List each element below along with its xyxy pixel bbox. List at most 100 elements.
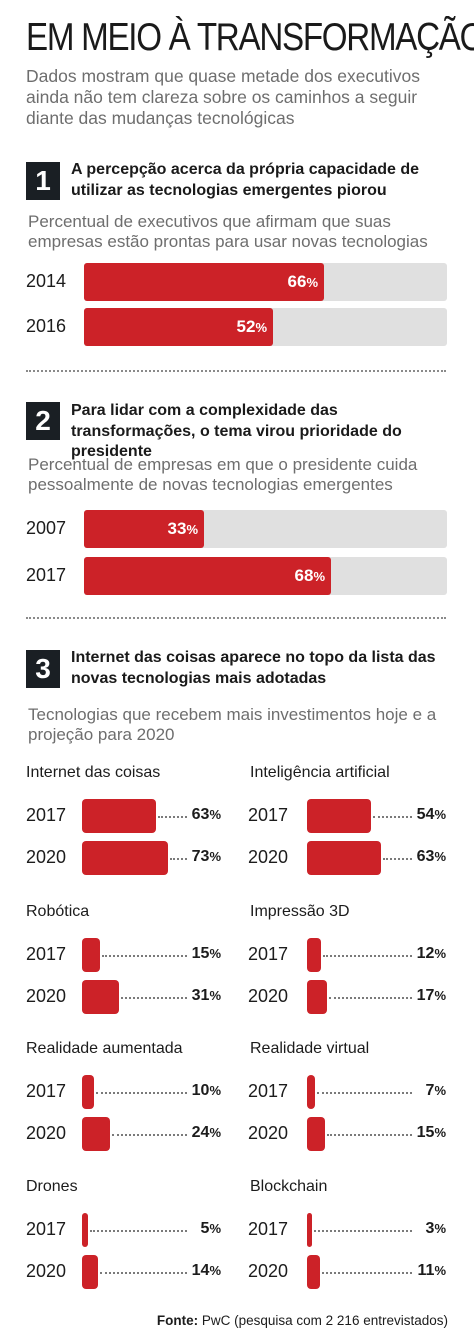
bar: [307, 799, 371, 833]
bar: 68%: [84, 557, 331, 595]
year-label: 2017: [248, 805, 289, 825]
bar: [307, 938, 321, 972]
bar-value-number: 10: [191, 1082, 210, 1099]
year-label: 2014: [26, 271, 67, 291]
leader-line: [329, 997, 412, 999]
bar-value-number: 14: [191, 1262, 210, 1279]
bar: [307, 1117, 325, 1151]
year-label: 2020: [248, 986, 289, 1006]
bar-value-number: 31: [191, 987, 210, 1004]
section-2-title: Para lidar com a complexidade das transf…: [71, 402, 402, 460]
bar-value-number: 7: [425, 1082, 435, 1099]
bar: [82, 1075, 94, 1109]
category-label: Inteligência artificial: [250, 764, 390, 781]
category-label: Drones: [26, 1178, 78, 1195]
leader-line: [102, 955, 187, 957]
bar-value-label: 24%: [161, 1124, 221, 1142]
bar-value-label: 68%: [295, 557, 325, 596]
bar: 52%: [84, 308, 273, 346]
year-label: 2020: [26, 986, 67, 1006]
bar: [307, 980, 327, 1014]
leader-line: [373, 816, 412, 818]
category-label: Impressão 3D: [250, 903, 350, 920]
bar-value-number: 11: [417, 1262, 435, 1279]
bar-value-unit: %: [434, 1083, 446, 1098]
section-3-number-badge: 3: [26, 650, 60, 688]
section-1-number-badge: 1: [26, 162, 60, 200]
bar: [82, 1255, 98, 1289]
bar-value-label: 54%: [386, 806, 446, 824]
section-2-number-badge: 2: [26, 402, 60, 440]
bar: 66%: [84, 263, 324, 301]
bar-value-unit: %: [209, 1263, 221, 1278]
bar-value-label: 33%: [168, 510, 198, 549]
bar: [82, 1117, 110, 1151]
bar-value-number: 15: [191, 945, 210, 962]
bar-value-label: 11%: [386, 1262, 446, 1280]
year-label: 2020: [248, 847, 289, 867]
bar: [82, 980, 119, 1014]
bar-value-number: 15: [416, 1124, 435, 1141]
leader-line: [100, 1272, 187, 1274]
bar-value-unit: %: [209, 1125, 221, 1140]
bar-value-number: 63: [191, 806, 210, 823]
bar-value-unit: %: [209, 807, 221, 822]
bar-value-label: 17%: [386, 987, 446, 1005]
bar-value-unit: %: [434, 849, 446, 864]
year-label: 2017: [26, 944, 67, 964]
bar-value-number: 24: [191, 1124, 210, 1141]
section-divider: [26, 370, 446, 372]
bar-value-label: 73%: [161, 848, 221, 866]
bar-value-label: 3%: [386, 1220, 446, 1238]
bar: [307, 841, 381, 875]
section-3-description: Tecnologias que recebem mais investiment…: [28, 705, 437, 744]
bar-value-unit: %: [209, 1221, 221, 1236]
bar-value-unit: %: [306, 275, 318, 290]
category-label: Robótica: [26, 903, 90, 920]
section-1-description: Percentual de executivos que afirmam que…: [28, 212, 428, 251]
source-label: Fonte:: [156, 1313, 199, 1328]
bar-value-label: 10%: [161, 1082, 221, 1100]
year-label: 2017: [26, 805, 67, 825]
bar-value-number: 3: [425, 1220, 435, 1237]
bar-value-unit: %: [209, 1083, 221, 1098]
bar-value-unit: %: [209, 946, 221, 961]
leader-line: [314, 1230, 412, 1232]
section-divider: [26, 617, 446, 619]
category-label: Realidade aumentada: [26, 1040, 183, 1057]
bar-value-label: 31%: [161, 987, 221, 1005]
leader-line: [170, 858, 187, 860]
bar: [82, 799, 156, 833]
bar-value-unit: %: [434, 1221, 446, 1236]
year-label: 2017: [248, 1219, 289, 1239]
year-label: 2017: [248, 944, 289, 964]
bar-value-label: 12%: [386, 945, 446, 963]
bar-value-unit: %: [209, 988, 221, 1003]
bar-value-label: 5%: [161, 1220, 221, 1238]
bar-value-label: 15%: [161, 945, 221, 963]
year-label: 2017: [26, 1081, 67, 1101]
bar-value-number: 17: [416, 987, 435, 1004]
year-label: 2020: [26, 1123, 67, 1143]
bar-value-label: 15%: [386, 1124, 446, 1142]
year-label: 2007: [26, 518, 67, 538]
year-label: 2020: [248, 1261, 289, 1281]
category-label: Internet das coisas: [26, 764, 161, 781]
page-subtitle: Dados mostram que quase metade dos execu…: [26, 66, 420, 128]
bar-value-unit: %: [313, 569, 325, 584]
leader-line: [96, 1092, 187, 1094]
year-label: 2020: [26, 847, 67, 867]
bar-value-label: 14%: [161, 1262, 221, 1280]
year-label: 2020: [26, 1261, 67, 1281]
category-label: Realidade virtual: [250, 1040, 370, 1057]
year-label: 2017: [248, 1081, 289, 1101]
bar: [82, 1213, 88, 1247]
leader-line: [90, 1230, 187, 1232]
bar-value-unit: %: [434, 807, 446, 822]
year-label: 2017: [26, 1219, 67, 1239]
bar-value-unit: %: [434, 988, 446, 1003]
bar-track: 52%: [84, 308, 447, 346]
section-1-title: A percepção acerca da própria capacidade…: [71, 161, 420, 199]
year-label: 2016: [26, 316, 67, 336]
bar-value-number: 68: [294, 566, 314, 585]
